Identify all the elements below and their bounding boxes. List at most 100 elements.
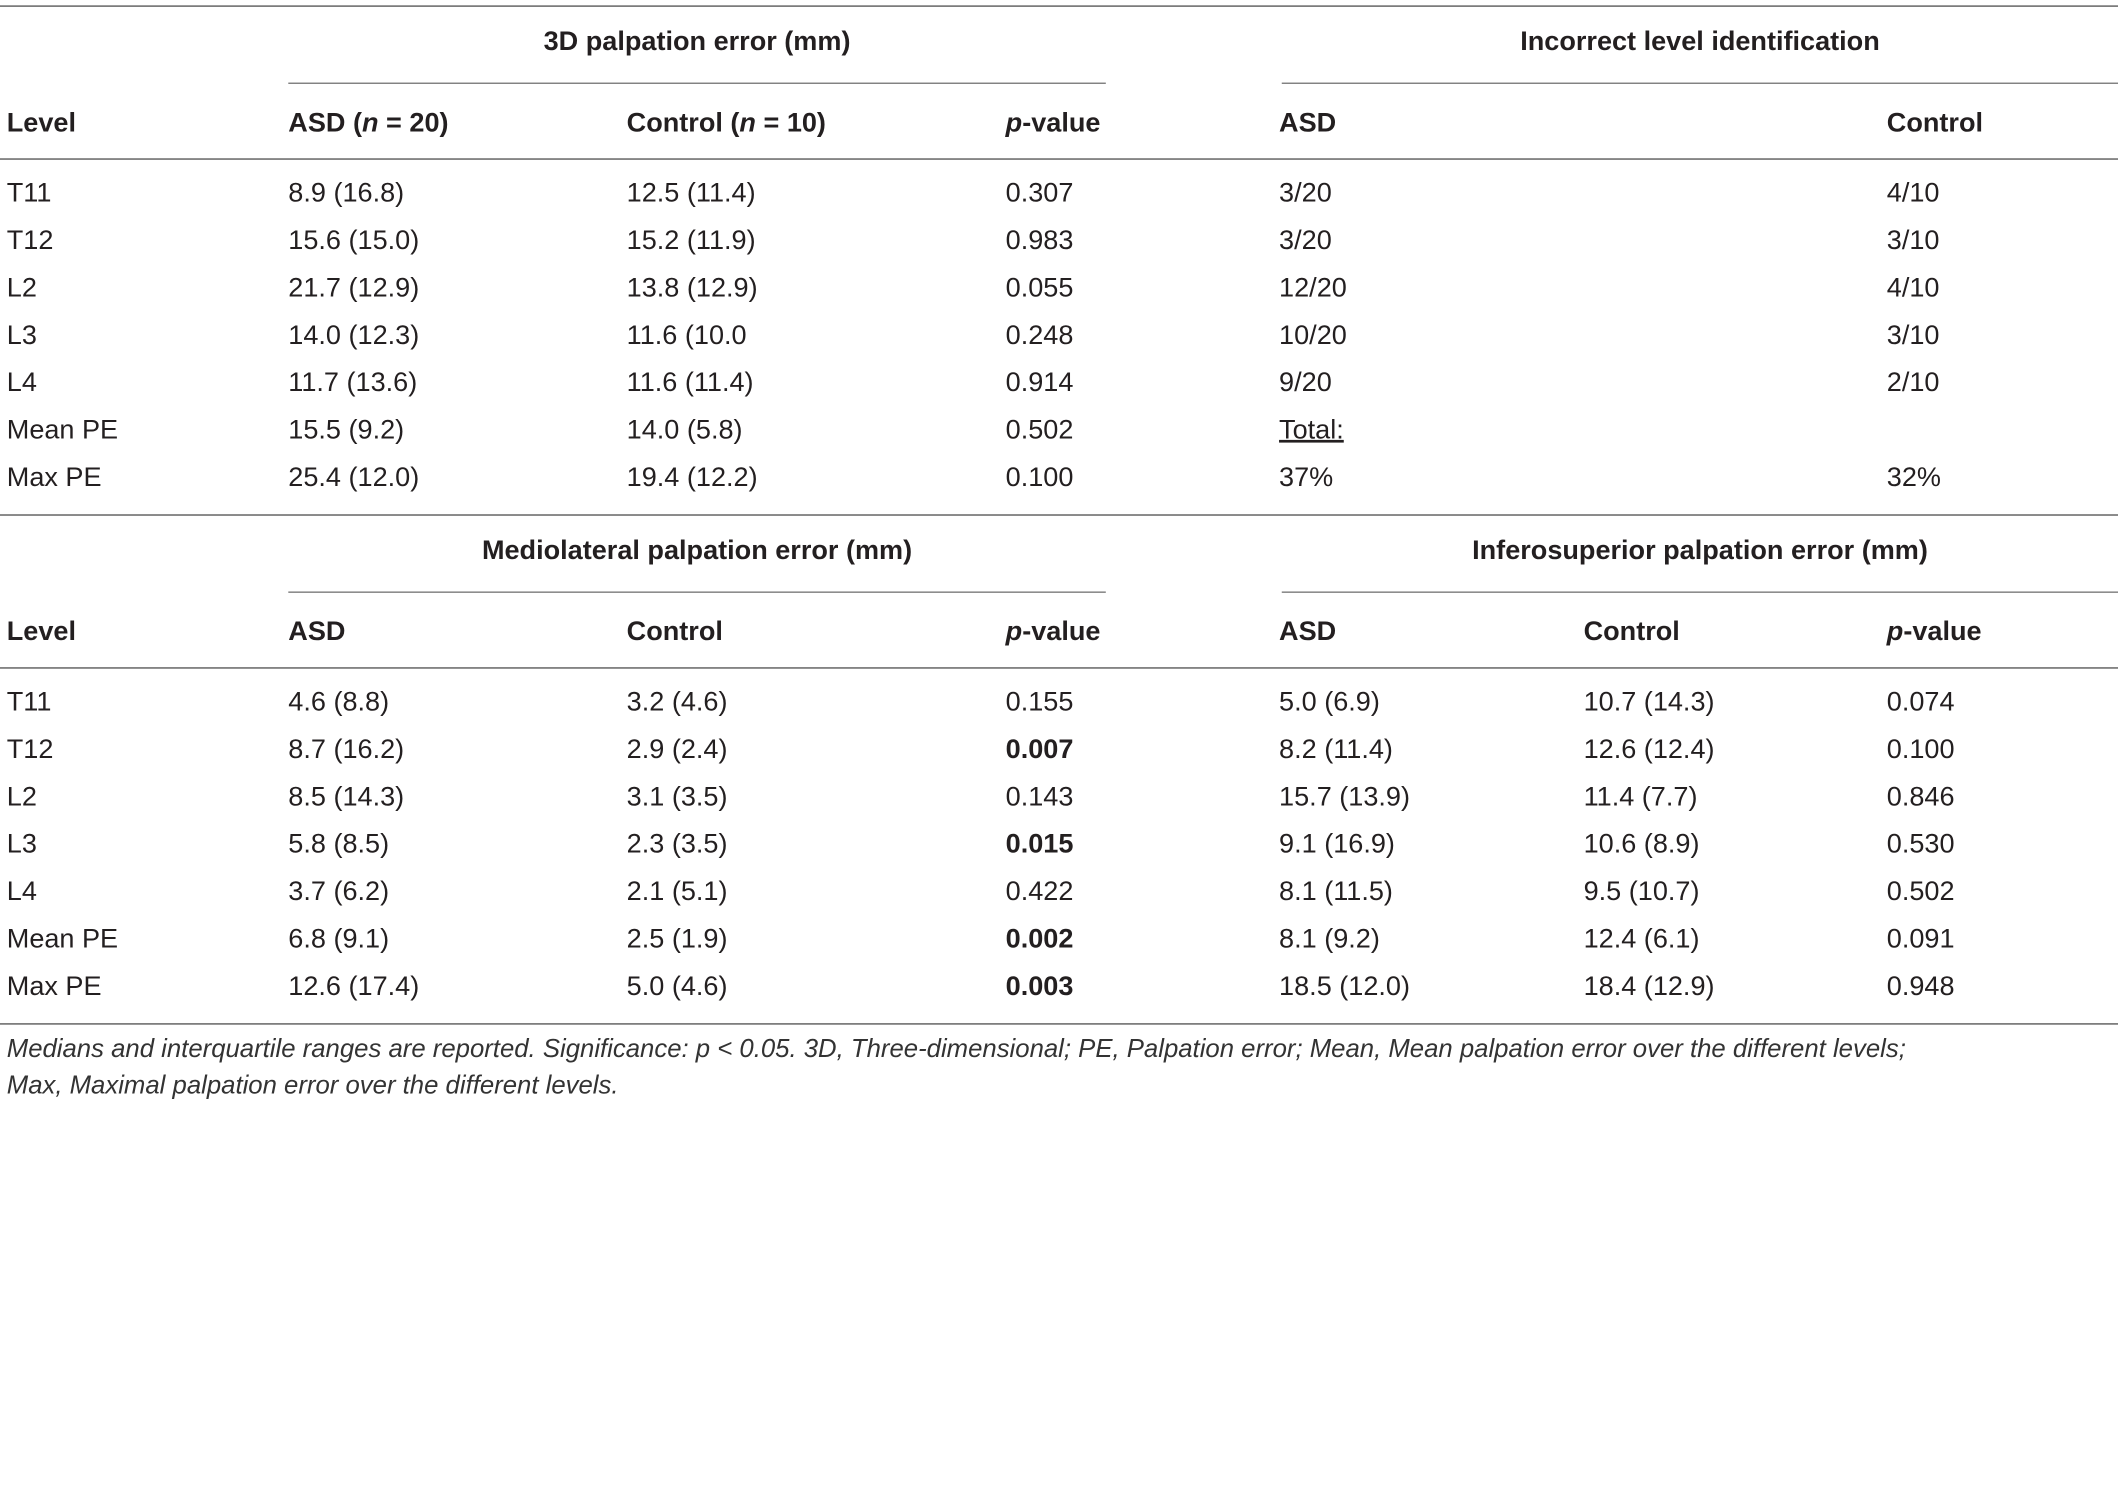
bottom-cell-p-is: 0.502 [1886,877,1955,907]
top-cell-p: 0.502 [1005,415,1074,446]
footnote-line-1: Medians and interquartile ranges are rep… [6,1035,1906,1064]
group-title-3d-palpation-error: 3D palpation error (mm) [543,27,851,57]
bottom-cell-control: 3.2 (4.6) [626,687,728,718]
footnote-line-2: Max, Maximal palpation error over the di… [6,1071,619,1101]
bottom-cell-control-is: 9.5 (10.7) [1583,877,1700,907]
bottom-cell-asd: 8.7 (16.2) [288,734,405,765]
bottom-cell-p-is: 0.100 [1886,734,1955,765]
bottom-cell-p: 0.003 [1005,971,1074,1002]
table-footnote: Medians and interquartile ranges are rep… [7,1031,2112,1104]
top-cell-control-inc: 4/10 [1886,273,1940,304]
top-cell-asd-inc: 12/20 [1279,273,1347,304]
bottom-cell-level: Max PE [6,971,102,1002]
bottom-cell-asd-is: 8.2 (11.4) [1279,734,1393,765]
top-cell-asd-inc: 10/20 [1279,320,1347,351]
bottom-cell-asd: 6.8 (9.1) [288,924,390,955]
bottom-cell-p-is: 0.530 [1886,829,1955,860]
bottom-cell-asd-is: 18.5 (12.0) [1279,971,1410,1002]
top-cell-asd: 11.7 (13.6) [288,368,418,398]
top-cell-asd-inc: 3/20 [1279,178,1332,209]
top-cell-asd-inc: 37% [1279,462,1334,493]
column-header-asd-is: ASD [1279,617,1337,647]
top-cell-control-inc: 2/10 [1886,368,1940,398]
group-title-incorrect-level: Incorrect level identification [1520,27,1880,57]
bottom-cell-level: Mean PE [6,924,119,955]
bottom-cell-asd: 12.6 (17.4) [288,971,420,1002]
bottom-cell-control: 3.1 (3.5) [626,782,728,813]
bottom-cell-control-is: 11.4 (7.7) [1583,782,1698,813]
top-cell-control: 19.4 (12.2) [626,462,758,493]
bottom-cell-p: 0.155 [1005,687,1074,718]
top-cell-asd: 14.0 (12.3) [288,320,420,351]
table-top-rule [0,5,2118,7]
column-header-control-incorrect: Control [1886,108,1984,139]
bottom-cell-level: L3 [6,829,37,860]
bottom-cell-p: 0.143 [1005,782,1074,813]
results-table: 3D palpation error (mm) Incorrect level … [0,5,2118,1104]
top-cell-level: L4 [6,368,37,398]
top-cell-asd-inc: 9/20 [1279,368,1332,398]
top-cell-control: 13.8 (12.9) [626,273,758,304]
top-cell-asd: 15.6 (15.0) [288,226,420,256]
column-header-p-value-is: p-value [1886,617,1982,647]
top-cell-control-inc: 32% [1886,462,1941,493]
group-underline-inferosuperior [1281,591,2118,593]
column-header-p-value: p-value [1005,108,1101,139]
top-cell-control: 11.6 (11.4) [626,368,754,398]
column-header-level-ml: Level [6,617,77,647]
top-cell-level: Mean PE [6,415,119,446]
bottom-cell-control: 2.1 (5.1) [626,877,728,907]
top-cell-p: 0.100 [1005,462,1074,493]
bottom-cell-p: 0.007 [1005,734,1074,765]
column-header-asd-ml: ASD [288,617,346,647]
bottom-cell-control-is: 10.7 (14.3) [1583,687,1715,718]
column-header-control-is: Control [1583,617,1680,647]
top-cell-asd: 8.9 (16.8) [288,178,405,209]
group-underline-mediolateral [288,591,1106,593]
column-header-control: Control (n = 10) [626,108,826,139]
top-cell-asd-inc: Total: [1279,415,1344,446]
top-cell-level: T11 [6,178,52,209]
top-cell-level: L2 [6,273,37,304]
bottom-cell-control: 2.3 (3.5) [626,829,728,860]
top-cell-asd: 15.5 (9.2) [288,415,405,446]
top-cell-asd-inc: 3/20 [1279,226,1332,256]
top-cell-asd: 25.4 (12.0) [288,462,420,493]
top-cell-p: 0.983 [1005,226,1074,256]
bottom-cell-p-is: 0.846 [1886,782,1955,813]
bottom-cell-asd: 3.7 (6.2) [288,877,390,907]
top-cell-p: 0.248 [1005,320,1074,351]
top-cell-control-inc: 3/10 [1886,320,1940,351]
header-rule-bottom [0,667,2118,669]
top-cell-control: 14.0 (5.8) [626,415,743,446]
top-cell-control: 15.2 (11.9) [626,226,756,256]
top-cell-p: 0.055 [1005,273,1074,304]
column-header-control-ml: Control [626,617,723,647]
bottom-cell-level: T11 [6,687,52,718]
bottom-cell-control: 5.0 (4.6) [626,971,728,1002]
group-title-inferosuperior: Inferosuperior palpation error (mm) [1472,535,1928,566]
top-cell-p: 0.914 [1005,368,1074,398]
top-cell-asd: 21.7 (12.9) [288,273,420,304]
bottom-cell-asd: 8.5 (14.3) [288,782,405,813]
bottom-cell-asd-is: 5.0 (6.9) [1279,687,1380,718]
bottom-cell-p-is: 0.074 [1886,687,1955,718]
bottom-cell-level: L2 [6,782,37,813]
bottom-cell-control-is: 12.6 (12.4) [1583,734,1715,765]
column-header-asd: ASD (n = 20) [288,108,449,139]
section-divider-rule [0,514,2118,516]
bottom-cell-p-is: 0.091 [1886,924,1955,955]
table-bottom-rule [0,1023,2118,1025]
bottom-cell-level: L4 [6,877,37,907]
header-rule-top [0,158,2118,160]
bottom-cell-asd: 5.8 (8.5) [288,829,390,860]
top-cell-control-inc: 4/10 [1886,178,1940,209]
bottom-cell-asd-is: 9.1 (16.9) [1279,829,1395,860]
bottom-cell-asd-is: 15.7 (13.9) [1279,782,1410,813]
bottom-cell-p-is: 0.948 [1886,971,1955,1002]
top-cell-control-inc: 3/10 [1886,226,1940,256]
bottom-cell-p: 0.422 [1005,877,1074,907]
group-title-mediolateral: Mediolateral palpation error (mm) [481,535,913,566]
bottom-cell-asd-is: 8.1 (11.5) [1279,877,1393,907]
